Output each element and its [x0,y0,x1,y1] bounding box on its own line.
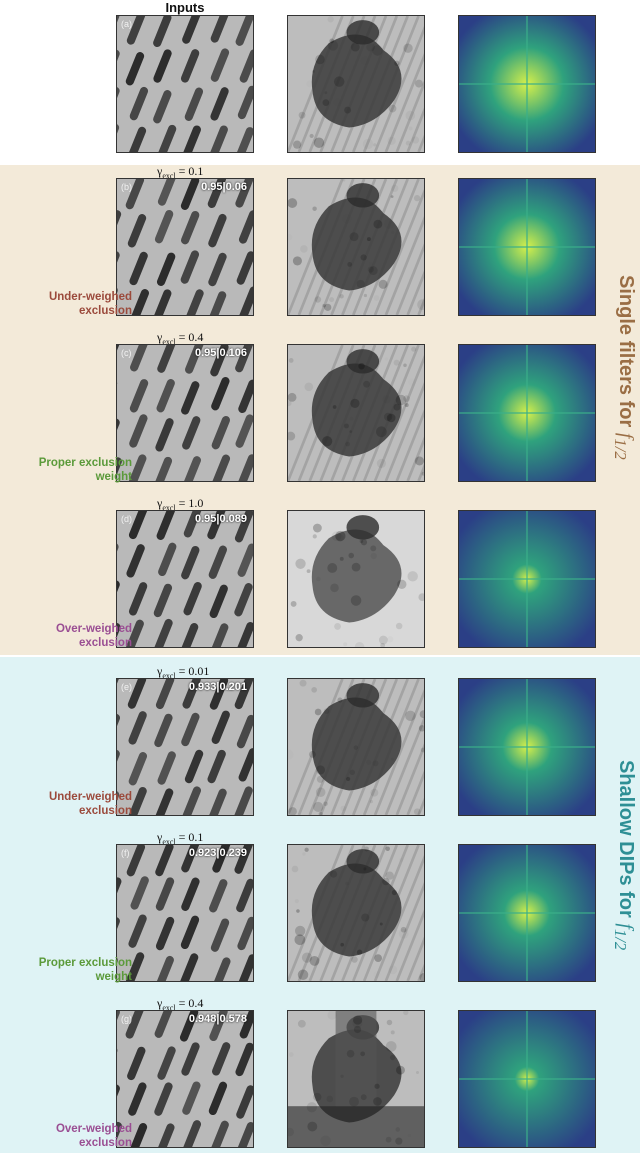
reconstruction-panel [287,510,425,648]
spectrum-panel [458,15,596,153]
input-panel: (d) 0.95|0.089 [116,510,254,648]
input-panel: (f) 0.923|0.239 [116,844,254,982]
spectrum-panel [458,344,596,482]
metric-label: 0.95|0.106 [194,347,247,359]
row-label: Over-weighed exclusion [55,623,132,649]
single-filters-title: Single filters for f1/2 [611,275,637,460]
reconstruction-panel [287,178,425,316]
row-label: Proper exclusion weight [38,957,132,983]
input-panel: (c) 0.95|0.106 [116,344,254,482]
panel-letter: (f) [121,848,130,858]
row-label: Under-weighed exclusion [48,791,132,817]
row-label: Proper exclusion weight [38,457,132,483]
reconstruction-panel [287,15,425,153]
row-label: Over-weighed exclusion [55,1123,132,1149]
metric-label: 0.948|0.578 [188,1013,247,1025]
gamma-label: γexcl = 0.1 [157,164,204,181]
input-panel: (e) 0.933|0.201 [116,678,254,816]
spectrum-panel [458,1010,596,1148]
input-panel: (g) 0.948|0.578 [116,1010,254,1148]
reconstruction-panel [287,1010,425,1148]
inputs-header: Inputs [165,0,205,15]
metric-label: 0.933|0.201 [188,681,247,693]
metric-label: 0.95|0.089 [194,513,247,525]
gamma-label: γexcl = 0.4 [157,996,204,1013]
reconstruction-panel [287,844,425,982]
spectrum-panel [458,844,596,982]
spectrum-panel [458,178,596,316]
reconstruction-panel [287,344,425,482]
reconstruction-panel [287,678,425,816]
shallow-dips-title: Shallow DIPs for f1/2 [611,760,637,951]
gamma-label: γexcl = 1.0 [157,496,204,513]
spectrum-panel [458,678,596,816]
metric-label: 0.95|0.06 [201,181,247,193]
spectrum-panel [458,510,596,648]
panel-letter: (e) [121,682,132,692]
panel-letter: (g) [121,1014,132,1024]
panel-letter: (c) [121,348,132,358]
gamma-label: γexcl = 0.01 [157,664,210,681]
gamma-label: γexcl = 0.1 [157,830,204,847]
input-panel: (a) [116,15,254,153]
panel-letter: (a) [121,19,132,29]
input-panel: (b) 0.95|0.06 [116,178,254,316]
panel-letter: (d) [121,514,132,524]
gamma-label: γexcl = 0.4 [157,330,204,347]
metric-label: 0.923|0.239 [188,847,247,859]
panel-letter: (b) [121,182,132,192]
row-label: Under-weighed exclusion [48,291,132,317]
